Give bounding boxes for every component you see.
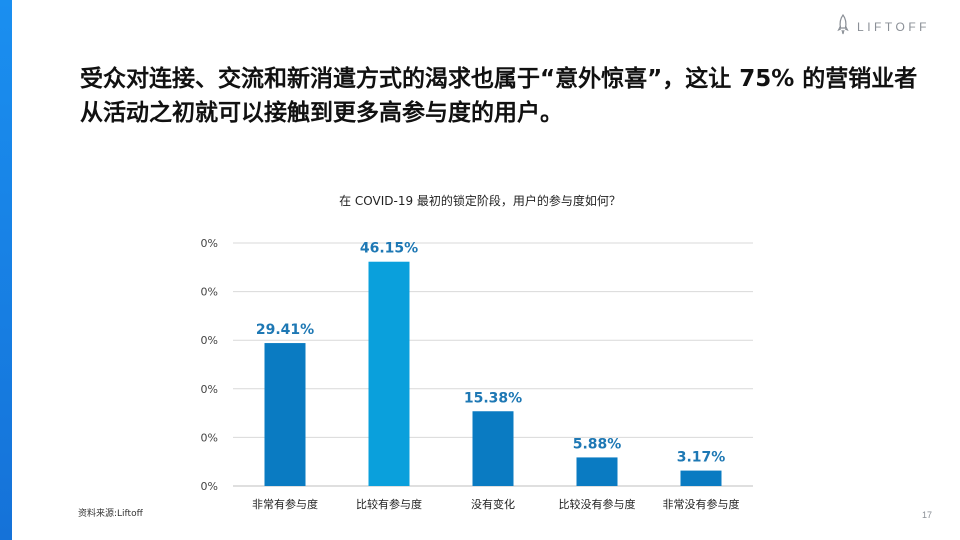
y-tick-label: 0% <box>201 431 218 444</box>
bar <box>472 411 514 486</box>
y-tick-label: 0% <box>201 237 218 250</box>
rocket-icon <box>837 13 849 39</box>
bar <box>576 457 618 486</box>
y-tick-label: 0% <box>201 286 218 299</box>
chart-title: 在 COVID-19 最初的锁定阶段，用户的参与度如何？ <box>339 194 621 208</box>
x-category-label: 非常没有参与度 <box>663 497 740 511</box>
x-category-label: 没有变化 <box>471 497 515 511</box>
bar <box>680 470 722 486</box>
data-label: 46.15% <box>360 241 418 257</box>
x-category-label: 比较有参与度 <box>356 497 422 511</box>
bar <box>368 261 410 486</box>
left-accent-bar <box>0 0 12 540</box>
x-category-label: 比较没有参与度 <box>559 497 636 511</box>
y-tick-label: 0% <box>201 334 218 347</box>
x-category-label: 非常有参与度 <box>252 497 318 511</box>
brand-logo: LIFTOFF <box>837 13 930 39</box>
bar <box>264 343 306 486</box>
data-label: 29.41% <box>256 322 314 338</box>
data-label: 15.38% <box>464 390 522 406</box>
source-note: 资料来源:Liftoff <box>78 509 143 519</box>
page-number: 17 <box>921 510 932 520</box>
y-tick-label: 0% <box>201 480 218 493</box>
data-label: 3.17% <box>677 450 726 466</box>
data-label: 5.88% <box>573 436 622 452</box>
brand-name: LIFTOFF <box>857 19 930 34</box>
slide-headline: 受众对连接、交流和新消遣方式的渴求也属于“意外惊喜”，这让 75% 的营销业者从… <box>80 66 918 126</box>
y-tick-label: 0% <box>201 383 218 396</box>
